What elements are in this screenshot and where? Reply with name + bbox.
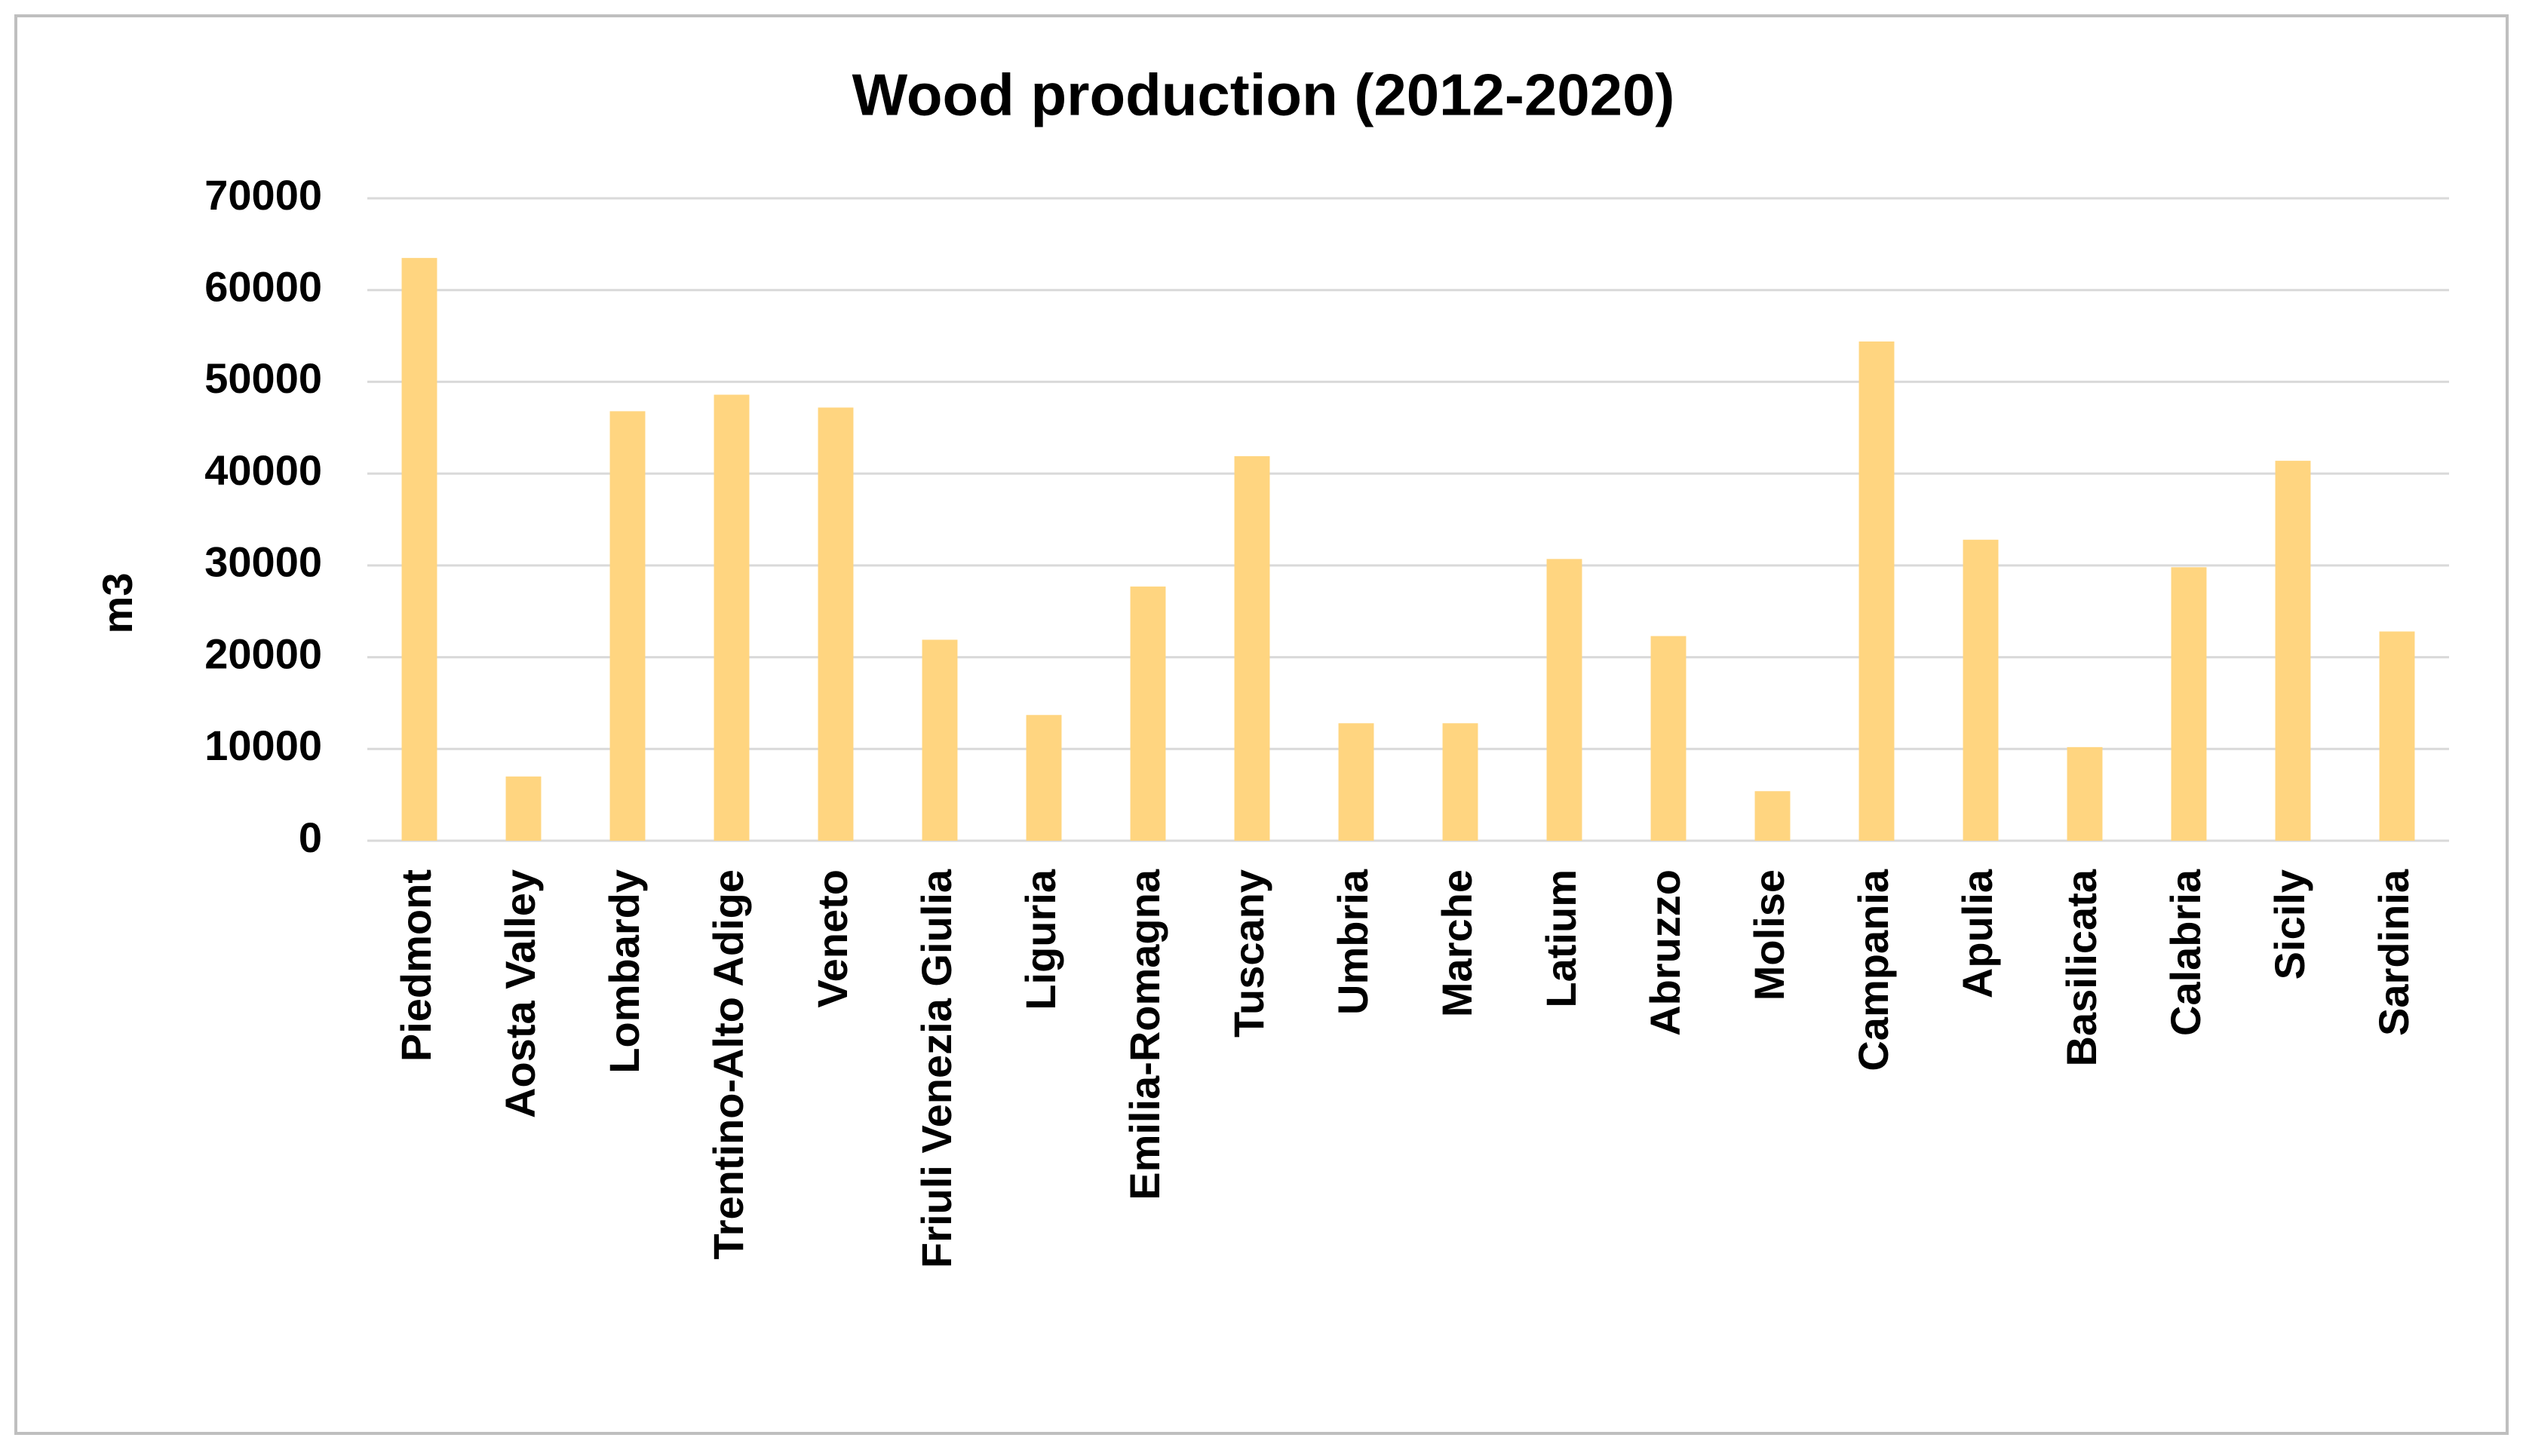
x-tick-label: Basilicata (2058, 869, 2105, 1066)
bar (401, 258, 437, 841)
bar (1754, 791, 1791, 841)
x-tick-label: Umbria (1329, 869, 1377, 1015)
bar (1963, 539, 1999, 841)
bar (2275, 461, 2311, 841)
y-axis-label: m3 (94, 573, 141, 634)
bar (505, 776, 542, 841)
bar (1442, 723, 1478, 841)
x-tick-label: Sardinia (2370, 869, 2417, 1036)
x-tick-label: Lombardy (600, 869, 648, 1074)
y-tick-label: 10000 (204, 722, 322, 769)
bar (1234, 456, 1270, 841)
x-tick-label: Veneto (809, 869, 856, 1008)
y-tick-label: 30000 (204, 538, 322, 586)
y-tick-label: 60000 (204, 263, 322, 311)
bar (818, 407, 854, 841)
bar (609, 411, 646, 841)
bar (2171, 567, 2207, 841)
x-tick-label: Marche (1433, 869, 1481, 1017)
bar (1650, 636, 1687, 841)
bar (1858, 341, 1895, 841)
x-tick-label: Latium (1537, 869, 1585, 1008)
x-tick-label: Calabria (2162, 869, 2209, 1036)
y-tick-label: 50000 (204, 354, 322, 402)
x-tick-label: Abruzzo (1641, 869, 1689, 1036)
x-tick-label: Emilia-Romagna (1121, 869, 1168, 1200)
x-tick-label: Tuscany (1225, 869, 1272, 1038)
x-tick-label: Aosta Valley (496, 869, 544, 1118)
y-tick-label: 40000 (204, 446, 322, 494)
bar (2067, 746, 2103, 841)
x-tick-label: Friuli Venezia Giulia (913, 869, 960, 1268)
chart-title: Wood production (2012-2020) (852, 62, 1675, 128)
x-tick-label: Piedmont (392, 869, 440, 1062)
x-tick-label: Apulia (1954, 869, 2001, 998)
bar (1338, 723, 1374, 841)
bar (2379, 631, 2415, 841)
y-tick-label: 20000 (204, 630, 322, 677)
bar (714, 394, 750, 841)
bar (1026, 715, 1062, 841)
x-tick-label: Sicily (2266, 869, 2313, 979)
bar (1130, 586, 1166, 841)
x-tick-label: Trentino-Alto Adige (704, 869, 752, 1259)
y-tick-label: 70000 (204, 171, 322, 219)
x-tick-label: Molise (1745, 869, 1793, 1001)
y-tick-label: 0 (299, 814, 322, 861)
bar (1546, 559, 1582, 841)
x-tick-label: Liguria (1017, 869, 1064, 1010)
x-tick-label: Campania (1849, 869, 1897, 1071)
bar (922, 639, 958, 841)
